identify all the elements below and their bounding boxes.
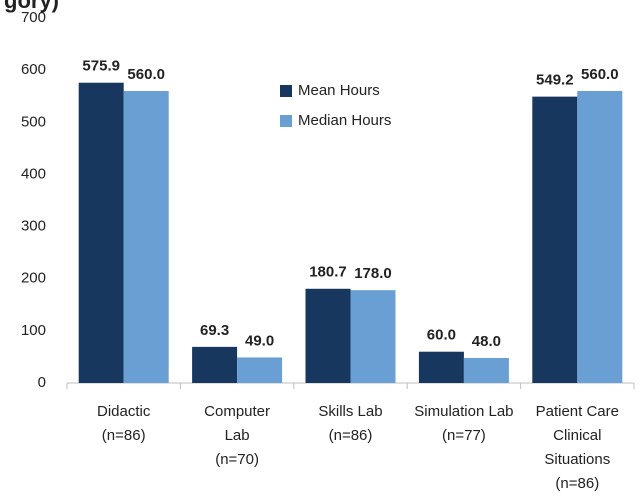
bar [305, 288, 351, 383]
x-tick-label: Patient Care [536, 403, 619, 420]
x-tick-label: (n=86) [102, 427, 146, 444]
bar [78, 82, 124, 383]
value-label: 69.3 [200, 322, 229, 339]
value-label: 180.7 [309, 264, 347, 281]
x-tick-label: Situations [544, 451, 610, 468]
x-tick-label: Computer [204, 403, 270, 420]
x-tick-label: Lab [225, 427, 250, 444]
x-tick-label: (n=77) [442, 427, 486, 444]
bar [418, 351, 464, 383]
y-tick-label: 500 [21, 113, 46, 130]
chart-title: gory) [4, 0, 59, 13]
x-tick-label: (n=86) [555, 475, 599, 492]
x-tick-label: Simulation Lab [414, 403, 513, 420]
x-tick-label: Skills Lab [318, 403, 382, 420]
value-label: 49.0 [245, 332, 274, 349]
value-label: 560.0 [581, 66, 619, 83]
bar [577, 91, 623, 383]
x-tick-label: (n=70) [215, 451, 259, 468]
legend-swatch [280, 115, 292, 127]
value-label: 178.0 [354, 265, 392, 282]
y-tick-label: 100 [21, 322, 46, 339]
x-tick-label: (n=86) [329, 427, 373, 444]
bar [192, 346, 238, 383]
value-label: 60.0 [427, 327, 456, 344]
y-tick-label: 300 [21, 218, 46, 235]
legend-swatch [280, 85, 292, 97]
x-tick-label: Didactic [97, 403, 151, 420]
value-label: 560.0 [127, 66, 165, 83]
bar [350, 290, 396, 383]
bar [123, 91, 169, 383]
value-label: 549.2 [536, 72, 574, 89]
y-tick-label: 200 [21, 270, 46, 287]
bar [532, 96, 578, 383]
bar [237, 357, 283, 383]
legend-label: Mean Hours [298, 82, 380, 99]
y-tick-label: 700 [21, 9, 46, 26]
bar [463, 357, 509, 383]
x-tick-label: Clinical [553, 427, 601, 444]
value-label: 575.9 [82, 58, 120, 75]
legend-label: Median Hours [298, 112, 391, 129]
y-tick-label: 0 [38, 374, 46, 391]
y-tick-label: 400 [21, 165, 46, 182]
value-label: 48.0 [472, 333, 501, 350]
y-tick-label: 600 [21, 61, 46, 78]
